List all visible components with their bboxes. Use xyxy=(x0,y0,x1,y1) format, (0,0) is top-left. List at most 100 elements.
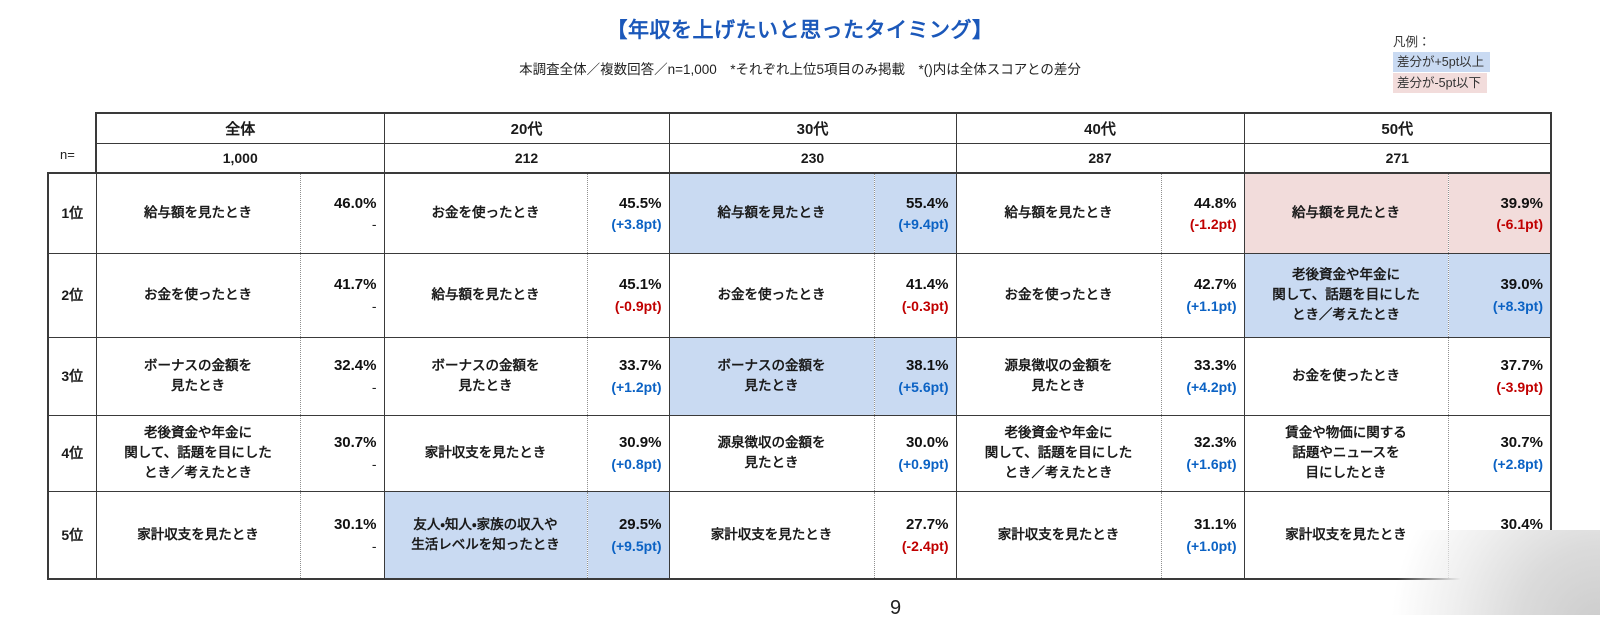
percent-value: 37.7% xyxy=(1500,357,1543,375)
diff-value: - xyxy=(371,378,377,395)
percent-value: 32.4% xyxy=(333,357,377,375)
score-cell: 30.7% - xyxy=(299,414,385,492)
item-cell: お金を使ったとき xyxy=(1243,336,1449,416)
score-cell: 44.8% (-1.2pt) xyxy=(1160,172,1245,254)
n-label: n= xyxy=(60,147,75,162)
percent-value: 30.9% xyxy=(618,434,662,452)
percent-value: 55.4% xyxy=(905,194,949,212)
score-cell: 33.3% (+4.2pt) xyxy=(1160,336,1245,416)
score-cell: 30.0% (+0.9pt) xyxy=(873,414,957,492)
table-row: 5位 家計収支を見たとき 30.1% - 友人・知人・家族の収入や 生活レベルを… xyxy=(47,490,1552,580)
item-cell: 老後資金や年金に 関して、話題を目にした とき／考えたとき xyxy=(955,414,1162,492)
diff-value: (-2.4pt) xyxy=(901,537,949,554)
score-cell: 33.7% (+1.2pt) xyxy=(586,336,670,416)
item-cell: お金を使ったとき xyxy=(668,252,875,338)
score-cell: 42.7% (+1.1pt) xyxy=(1160,252,1245,338)
item-cell: ボーナスの金額を 見たとき xyxy=(383,336,588,416)
n-row: 1,000 212 230 287 271 xyxy=(95,143,1552,174)
item-cell: 給与額を見たとき xyxy=(668,172,875,254)
percent-value: 29.5% xyxy=(618,516,662,534)
table-row: 1位 給与額を見たとき 46.0% - お金を使ったとき 45.5% (+3.8… xyxy=(47,172,1552,254)
diff-value: (-1.2pt) xyxy=(1189,216,1237,233)
percent-value: 41.4% xyxy=(905,276,949,294)
score-cell: 45.1% (-0.9pt) xyxy=(586,252,670,338)
item-cell: 家計収支を見たとき xyxy=(955,490,1162,580)
rank-label: 1位 xyxy=(47,172,97,254)
percent-value: 30.0% xyxy=(905,434,949,452)
diff-value: (+0.8pt) xyxy=(611,455,662,472)
page-title: 【年収を上げたいと思ったタイミング】 xyxy=(606,19,994,42)
item-cell: 給与額を見たとき xyxy=(1243,172,1449,254)
diff-value: (+0.3pt) xyxy=(1492,537,1543,554)
item-cell: 家計収支を見たとき xyxy=(383,414,588,492)
col-header-40s: 40代 xyxy=(955,112,1245,144)
legend-item-negative: 差分が-5pt以下 xyxy=(1393,73,1488,94)
n-value-30s: 230 xyxy=(668,143,957,174)
rank-label: 5位 xyxy=(47,490,97,580)
percent-value: 30.7% xyxy=(1500,434,1543,452)
item-cell: 給与額を見たとき xyxy=(955,172,1162,254)
table-row: 2位 お金を使ったとき 41.7% - 給与額を見たとき 45.1% (-0.9… xyxy=(47,252,1552,338)
percent-value: 39.0% xyxy=(1500,276,1543,294)
item-cell: 友人・知人・家族の収入や 生活レベルを知ったとき xyxy=(383,490,588,580)
percent-value: 42.7% xyxy=(1193,276,1237,294)
score-cell: 39.9% (-6.1pt) xyxy=(1447,172,1552,254)
score-cell: 31.1% (+1.0pt) xyxy=(1160,490,1245,580)
diff-value: (-0.3pt) xyxy=(901,297,949,314)
diff-value: (+4.2pt) xyxy=(1186,378,1237,395)
percent-value: 45.1% xyxy=(618,276,662,294)
score-cell: 39.0% (+8.3pt) xyxy=(1447,252,1552,338)
n-value-40s: 287 xyxy=(955,143,1245,174)
item-cell: 源泉徴収の金額を 見たとき xyxy=(955,336,1162,416)
item-cell: お金を使ったとき xyxy=(95,252,301,338)
item-cell: 老後資金や年金に 関して、話題を目にした とき／考えたとき xyxy=(95,414,301,492)
diff-value: - xyxy=(371,216,377,233)
percent-value: 39.9% xyxy=(1500,194,1543,212)
score-cell: 46.0% - xyxy=(299,172,385,254)
item-cell: お金を使ったとき xyxy=(955,252,1162,338)
ranking-table: 1位 給与額を見たとき 46.0% - お金を使ったとき 45.5% (+3.8… xyxy=(47,172,1552,580)
score-cell: 29.5% (+9.5pt) xyxy=(586,490,670,580)
score-cell: 45.5% (+3.8pt) xyxy=(586,172,670,254)
diff-value: - xyxy=(371,297,377,314)
score-cell: 30.1% - xyxy=(299,490,385,580)
header-table: 全体 20代 30代 40代 50代 1,000 212 230 287 271 xyxy=(95,112,1552,174)
percent-value: 45.5% xyxy=(618,194,662,212)
score-cell: 37.7% (-3.9pt) xyxy=(1447,336,1552,416)
score-cell: 32.4% - xyxy=(299,336,385,416)
diff-value: (+9.4pt) xyxy=(898,216,949,233)
table-row: 3位 ボーナスの金額を 見たとき 32.4% - ボーナスの金額を 見たとき 3… xyxy=(47,336,1552,416)
item-cell: 家計収支を見たとき xyxy=(1243,490,1449,580)
n-value-overall: 1,000 xyxy=(95,143,385,174)
percent-value: 46.0% xyxy=(333,194,377,212)
item-cell: 家計収支を見たとき xyxy=(668,490,875,580)
item-cell: 給与額を見たとき xyxy=(383,252,588,338)
score-cell: 30.4% (+0.3pt) xyxy=(1447,490,1552,580)
legend-label: 凡例： xyxy=(1393,35,1431,49)
diff-value: - xyxy=(371,455,377,472)
legend-item-positive: 差分が+5pt以上 xyxy=(1393,52,1491,73)
item-cell: 老後資金や年金に 関して、話題を目にした とき／考えたとき xyxy=(1243,252,1449,338)
score-cell: 38.1% (+5.6pt) xyxy=(873,336,957,416)
rank-label: 4位 xyxy=(47,414,97,492)
item-cell: お金を使ったとき xyxy=(383,172,588,254)
diff-value: (-0.9pt) xyxy=(614,297,662,314)
diff-value: (+1.1pt) xyxy=(1186,297,1237,314)
score-cell: 32.3% (+1.6pt) xyxy=(1160,414,1245,492)
diff-value: (-3.9pt) xyxy=(1496,378,1543,395)
diff-value: (+1.6pt) xyxy=(1186,455,1237,472)
diff-value: (-6.1pt) xyxy=(1496,216,1543,233)
col-header-20s: 20代 xyxy=(383,112,670,144)
percent-value: 33.7% xyxy=(618,357,662,375)
score-cell: 30.9% (+0.8pt) xyxy=(586,414,670,492)
score-cell: 55.4% (+9.4pt) xyxy=(873,172,957,254)
item-cell: 家計収支を見たとき xyxy=(95,490,301,580)
item-cell: ボーナスの金額を 見たとき xyxy=(95,336,301,416)
item-cell: 賃金や物価に関する 話題やニュースを 目にしたとき xyxy=(1243,414,1449,492)
percent-value: 44.8% xyxy=(1193,194,1237,212)
legend: 凡例： 差分が+5pt以上 差分が-5pt以下 xyxy=(1393,33,1491,94)
diff-value: (+3.8pt) xyxy=(611,216,662,233)
percent-value: 31.1% xyxy=(1193,516,1237,534)
diff-value: (+5.6pt) xyxy=(898,378,949,395)
item-cell: ボーナスの金額を 見たとき xyxy=(668,336,875,416)
